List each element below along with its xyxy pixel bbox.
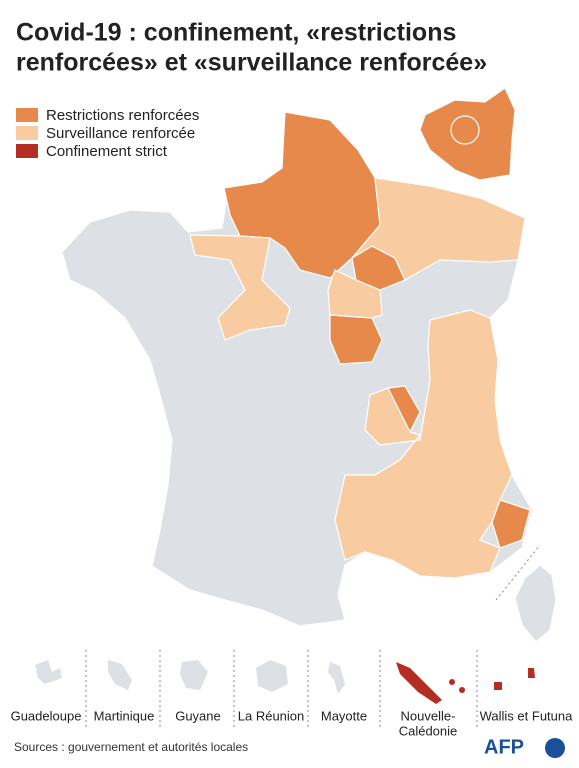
territory-label: Mayotte (321, 708, 367, 723)
territory-shape (108, 660, 132, 690)
inset-region (419, 87, 516, 181)
territory-shape (256, 660, 288, 692)
overseas (35, 544, 541, 730)
territory-shape (459, 687, 465, 693)
legend-swatch (16, 126, 38, 140)
separator (495, 544, 541, 601)
territory-label: Wallis et Futuna (480, 708, 573, 723)
region-restrictions (329, 314, 383, 365)
region-surveillance (351, 177, 526, 281)
territory-label: Guyane (175, 708, 221, 723)
inset-paris (419, 87, 516, 181)
legend-label: Restrictions renforcées (46, 107, 199, 124)
territory-labels: Guadeloupe Martinique Guyane La Réunion Mayo… (11, 708, 574, 738)
france-map (61, 111, 557, 643)
territory-shape (528, 668, 535, 678)
title-line: renforcées» et «surveillance renforcée» (16, 49, 487, 77)
territory-shape (35, 660, 62, 684)
territory-shape (180, 660, 208, 690)
region-restrictions (223, 111, 381, 279)
corsica (514, 564, 557, 643)
territory-label: Martinique (94, 708, 155, 723)
region-surveillance (334, 309, 513, 579)
legend-label: Confinement strict (46, 143, 168, 160)
territory-shape (396, 662, 442, 704)
legend-label: Surveillance renforcée (46, 125, 195, 142)
logo: AFP (484, 736, 565, 758)
territory-label: Nouvelle- (401, 708, 456, 723)
region-surveillance (327, 269, 383, 319)
legend: Restrictions renforcées Surveillance ren… (16, 107, 199, 160)
territory-label: Calédonie (399, 723, 458, 738)
legend-swatch (16, 108, 38, 122)
territory-shape (328, 662, 345, 694)
inset-border (450, 115, 480, 145)
title-line: Covid-19 : confinement, «restrictions (16, 19, 456, 47)
logo-globe (545, 738, 565, 758)
territory-shape (494, 682, 502, 690)
territory-label: Guadeloupe (11, 708, 82, 723)
territory-shape (449, 679, 455, 685)
region-surveillance (189, 234, 291, 341)
source: Sources : gouvernement et autorités loca… (14, 740, 248, 754)
logo-text: AFP (484, 736, 524, 758)
legend-swatch (16, 144, 38, 158)
territory-label: La Réunion (238, 708, 305, 723)
